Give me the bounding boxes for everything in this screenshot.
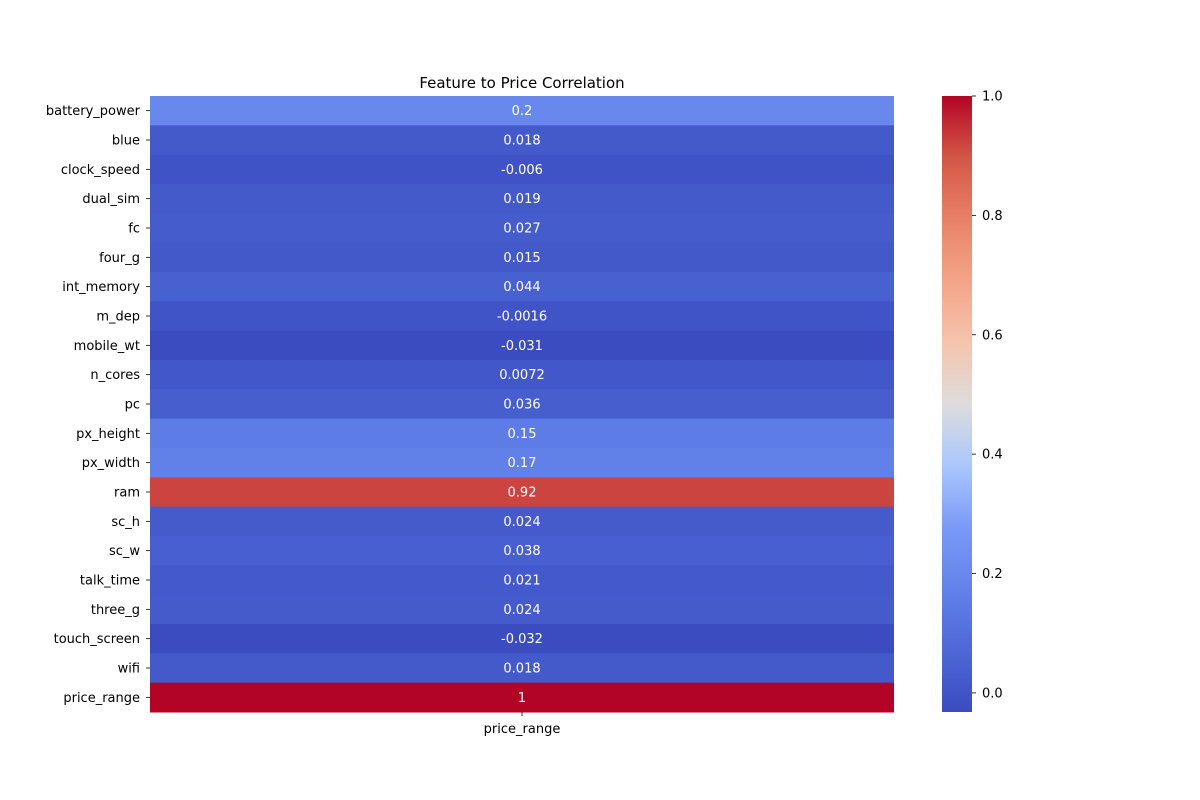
colorbar-tick-label: 0.0 bbox=[982, 686, 1003, 701]
heatmap-cell-int-memory bbox=[150, 272, 894, 302]
cell-value-label: 0.0072 bbox=[499, 368, 545, 383]
row-tick-label: sc_h bbox=[111, 515, 140, 530]
cell-value-label: 0.015 bbox=[503, 251, 540, 266]
heatmap-cell-n-cores bbox=[150, 360, 894, 390]
row-tick-label: dual_sim bbox=[82, 192, 140, 207]
row-tick-label: fc bbox=[128, 222, 140, 237]
heatmap-cell-touch-screen bbox=[150, 624, 894, 654]
cell-value-label: 1 bbox=[518, 691, 526, 706]
column-tick-labels: price_range bbox=[484, 712, 561, 737]
row-tick-label: int_memory bbox=[62, 280, 140, 295]
heatmap-cell-px-height bbox=[150, 418, 894, 449]
row-tick-label: clock_speed bbox=[61, 163, 140, 178]
colorbar-tick-label: 0.8 bbox=[982, 209, 1003, 224]
colorbar-tick-label: 0.4 bbox=[982, 448, 1003, 463]
cell-value-label: 0.044 bbox=[503, 280, 540, 295]
cell-value-label: -0.032 bbox=[501, 632, 543, 647]
heatmap-cell-talk-time bbox=[150, 565, 894, 596]
row-tick-label: m_dep bbox=[96, 310, 140, 325]
cell-value-label: 0.018 bbox=[503, 134, 540, 149]
heatmap-cell-mobile-wt bbox=[150, 330, 894, 361]
heatmap-cell-px-width bbox=[150, 448, 894, 478]
heatmap-cell-three-g bbox=[150, 594, 894, 625]
cell-value-label: -0.0016 bbox=[497, 310, 547, 325]
heatmap-cell-four-g bbox=[150, 242, 894, 273]
row-tick-label: sc_w bbox=[109, 544, 140, 559]
cell-value-label: 0.024 bbox=[503, 515, 540, 530]
heatmap-cell-clock-speed bbox=[150, 154, 894, 185]
heatmap-cell-m-dep bbox=[150, 301, 894, 332]
colorbar-gradient bbox=[942, 96, 972, 712]
heatmap-cell-pc bbox=[150, 389, 894, 420]
chart-title: Feature to Price Correlation bbox=[419, 74, 624, 92]
row-tick-label: blue bbox=[112, 134, 140, 149]
cell-value-label: 0.019 bbox=[503, 192, 540, 207]
cell-value-label: 0.2 bbox=[512, 104, 533, 119]
heatmap-cell-dual-sim bbox=[150, 184, 894, 214]
colorbar: 0.0 0.2 0.4 0.6 0.8 1.0 bbox=[942, 90, 1003, 712]
heatmap-cell-sc-h bbox=[150, 506, 894, 537]
row-tick-label: touch_screen bbox=[54, 632, 140, 647]
row-tick-label: battery_power bbox=[46, 104, 141, 119]
colorbar-tick-label: 0.6 bbox=[982, 328, 1003, 343]
heatmap-cells: 0.2 0.018 -0.006 0.019 0.027 0.015 0.044 -0.001… bbox=[150, 96, 894, 713]
heatmap-cell-blue bbox=[150, 125, 894, 156]
cell-value-label: 0.036 bbox=[503, 398, 540, 413]
cell-value-label: 0.021 bbox=[503, 574, 540, 589]
cell-value-label: 0.15 bbox=[508, 427, 537, 442]
heatmap-cell-wifi bbox=[150, 653, 894, 684]
row-tick-label: mobile_wt bbox=[74, 339, 140, 354]
cell-value-label: 0.024 bbox=[503, 603, 540, 618]
row-tick-label: ram bbox=[114, 486, 140, 501]
cell-value-label: 0.018 bbox=[503, 662, 540, 677]
heatmap-cell-price-range bbox=[150, 682, 894, 713]
heatmap-cell-fc bbox=[150, 213, 894, 244]
row-tick-label: price_range bbox=[63, 691, 140, 706]
heatmap-cell-sc-w bbox=[150, 536, 894, 566]
column-tick-label: price_range bbox=[484, 722, 561, 737]
row-tick-label: px_width bbox=[82, 456, 140, 471]
row-tick-label: wifi bbox=[118, 662, 140, 677]
cell-value-label: 0.92 bbox=[508, 486, 537, 501]
row-tick-label: talk_time bbox=[80, 574, 140, 589]
colorbar-tick-label: 0.2 bbox=[982, 567, 1003, 582]
colorbar-tick-label: 1.0 bbox=[982, 90, 1003, 105]
cell-value-label: -0.031 bbox=[501, 339, 543, 354]
cell-value-label: 0.027 bbox=[503, 222, 540, 237]
cell-value-label: -0.006 bbox=[501, 163, 543, 178]
row-tick-label: px_height bbox=[76, 427, 140, 442]
row-tick-label: four_g bbox=[99, 251, 140, 266]
heatmap-cell-battery-power bbox=[150, 96, 894, 126]
row-tick-label: n_cores bbox=[90, 368, 140, 383]
row-tick-label: three_g bbox=[91, 603, 140, 618]
cell-value-label: 0.17 bbox=[508, 456, 537, 471]
row-tick-label: pc bbox=[125, 398, 140, 413]
heatmap-cell-ram bbox=[150, 477, 894, 508]
cell-value-label: 0.038 bbox=[503, 544, 540, 559]
